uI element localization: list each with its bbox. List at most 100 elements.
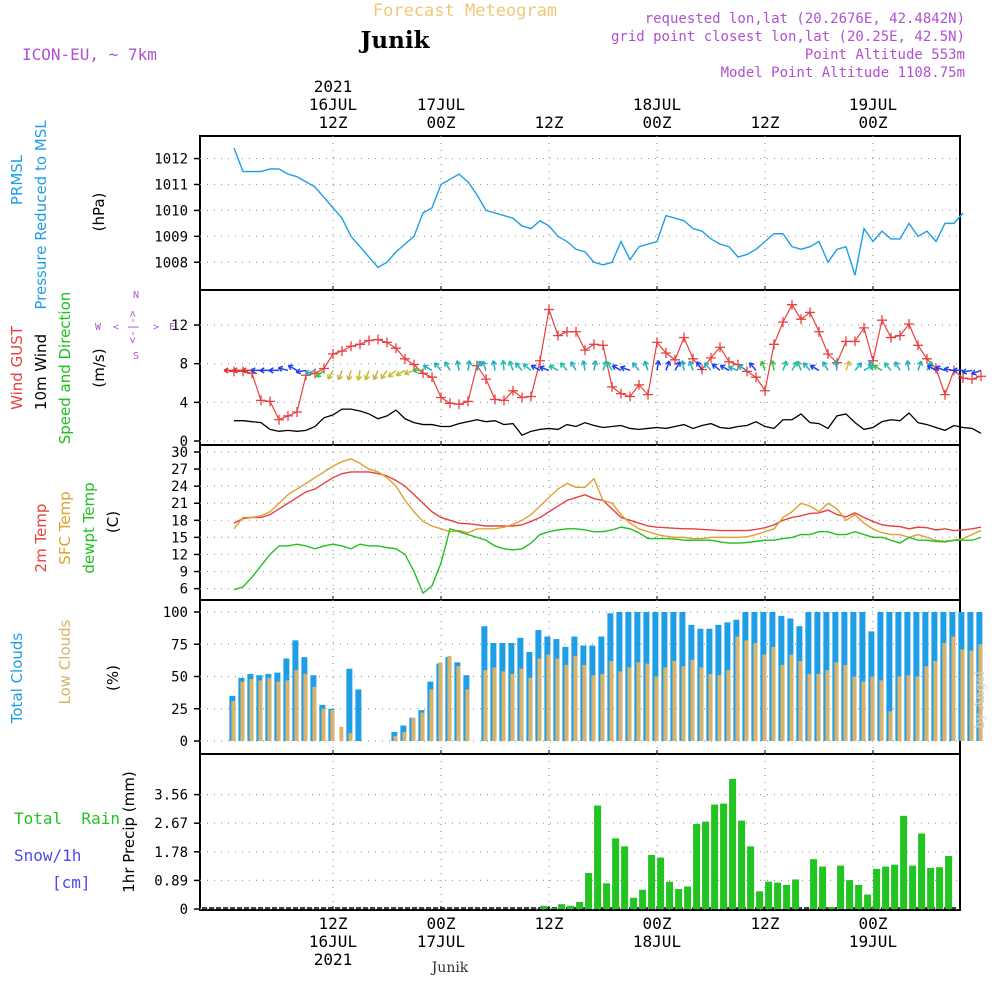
low-cloud-bar [456,666,461,741]
gust-point [814,326,824,337]
gust-point [292,407,302,417]
low-cloud-bar [465,689,470,741]
wind-direction-arrow [935,365,946,372]
low-cloud-bar [825,670,830,741]
y-tick-label: 1008 [154,255,188,271]
temp-2m-series-line [233,471,982,532]
wind-direction-arrow [548,364,559,372]
y-tick-label: 25 [171,702,188,718]
gust-point [769,339,779,350]
gust-point [643,389,653,400]
precip-bar [756,891,764,909]
low-cloud-bar [834,662,839,741]
wind-direction-arrow [703,362,712,371]
wind-direction-arrow [268,367,279,374]
wind-direction-arrow [346,370,353,381]
y-tick-label: 75 [171,637,188,653]
wind-direction-arrow [611,364,622,372]
wind-direction-arrow [433,362,442,371]
low-cloud-bar [915,676,920,741]
low-cloud-bar [744,640,749,741]
wind-direction-arrow [782,360,789,371]
low-cloud-bar [519,668,524,741]
gust-point [742,366,752,377]
precip-bar [936,867,944,909]
wind-direction-arrow [952,367,963,374]
gust-point [841,336,851,347]
gust-point [634,379,644,390]
bottom-time-label: 16JUL [309,932,357,951]
gust-point [256,395,266,406]
wind-direction-arrow [872,364,883,372]
wind-direction-arrow [465,360,473,371]
low-cloud-bar [843,664,848,741]
y-tick-label: 100 [163,605,188,621]
wind-direction-arrow [480,360,487,371]
gust-point [328,349,338,359]
gust-point [355,339,365,350]
low-cloud-bar [933,661,938,741]
low-cloud-bar [528,677,533,741]
y-tick-label: 12 [171,547,188,563]
precip-bar [945,855,953,909]
meteogram-title: Forecast Meteogram [373,1,557,21]
gust-point [427,372,437,383]
low-cloud-bar [654,676,659,741]
gust-point [544,304,554,315]
precip-bar [693,823,701,909]
wind-direction-arrow [791,361,798,371]
gust-point [940,389,950,400]
gust-point [481,374,491,385]
temp-unit: (C) [104,511,122,533]
precip-bar [684,886,692,909]
top-time-label: 00Z [643,113,672,132]
wind-direction-arrow [802,362,811,371]
pressure-panel-labels: PRMSL Pressure Reduced to MSL (hPa) [8,120,108,310]
y-tick-label: 21 [171,496,188,512]
wind-direction-arrow [232,367,243,374]
wind-direction-arrow [696,361,703,371]
wind-direction-arrow [530,364,541,372]
wind-direction-arrow [631,362,640,371]
gust-point [445,398,455,409]
top-time-label: 17JUL [417,95,465,114]
gust-point [724,356,734,367]
top-time-label: 2021 [314,77,353,96]
gust-point [382,337,392,348]
low-cloud-bar [897,676,902,741]
low-cloud-bar [753,642,758,741]
low-cloud-bar [582,664,587,741]
gust-point [265,396,275,407]
wind-direction-arrow [606,361,613,371]
y-tick-label: 8 [180,357,188,373]
precip-bar [612,838,620,909]
low-cloud-bar [339,726,344,741]
model-altitude: Model Point Altitude 1108.75m [721,65,965,81]
gust-point [319,363,329,374]
gust-point [589,339,599,350]
wind-direction-arrow [719,364,730,372]
low-cloud-bar [510,673,515,741]
y-tick-label: 30 [171,445,188,461]
precip-bar [909,865,917,909]
y-tick-label: 1012 [154,152,188,168]
gust-point [751,372,761,383]
requested-coords: requested lon,lat (20.2676E, 42.4842N) [645,11,965,27]
compass-s: S [133,351,139,362]
low-cloud-bar [573,655,578,741]
precip-bar [720,803,728,909]
low-cloud-bar [735,636,740,741]
wind-direction-arrow [500,360,507,371]
low-cloud-bar [645,663,650,741]
precip-bar [918,833,926,909]
wind-direction-arrow [620,365,631,372]
pressure-series-line [233,147,964,276]
wind-direction-arrow [642,360,649,371]
wind-direction-arrow [454,360,462,371]
low-cloud-bar [672,661,677,741]
low-cloud-bar [393,735,398,741]
temp-panel-frame [199,444,961,601]
wind-direction-arrow [737,364,748,372]
precip-bar [846,880,854,909]
